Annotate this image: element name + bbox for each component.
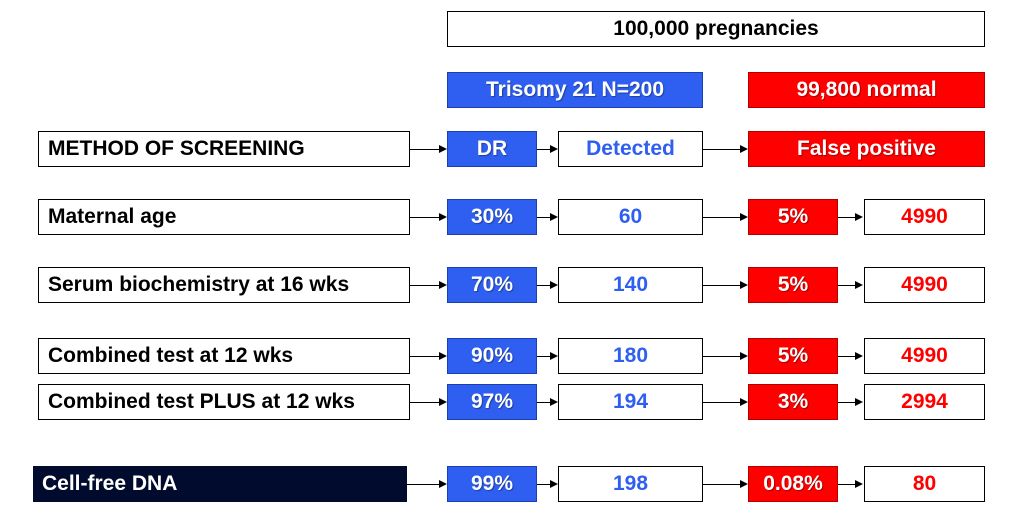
fpr-cell: 5% (748, 338, 838, 374)
arrow (703, 145, 748, 153)
dr-header: DR (447, 131, 537, 167)
arrow (410, 145, 447, 153)
dr-cell: 30% (447, 199, 537, 235)
arrow (410, 398, 447, 406)
trisomy-box: Trisomy 21 N=200 (447, 72, 703, 108)
arrow (703, 480, 748, 488)
fpr-cell: 5% (748, 267, 838, 303)
total-pregnancies-box: 100,000 pregnancies (447, 11, 985, 47)
arrow (410, 213, 447, 221)
fpr-cell: 3% (748, 384, 838, 420)
arrow (703, 281, 748, 289)
arrow (703, 398, 748, 406)
arrow (537, 352, 558, 360)
detected-cell: 140 (558, 267, 703, 303)
method-combined-test: Combined test at 12 wks (38, 338, 410, 374)
arrow (410, 352, 447, 360)
fp-count-cell: 2994 (864, 384, 985, 420)
normal-box: 99,800 normal (748, 72, 985, 108)
arrow (537, 145, 558, 153)
method-header: METHOD OF SCREENING (38, 131, 410, 167)
arrow (838, 480, 863, 488)
detected-cell: 198 (558, 466, 703, 502)
arrow (410, 281, 447, 289)
fp-count-cell: 4990 (864, 338, 985, 374)
arrow (537, 213, 558, 221)
method-serum-biochemistry: Serum biochemistry at 16 wks (38, 267, 410, 303)
detected-cell: 180 (558, 338, 703, 374)
fp-count-cell: 4990 (864, 267, 985, 303)
detected-cell: 194 (558, 384, 703, 420)
detected-header: Detected (558, 131, 703, 167)
fpr-cell: 5% (748, 199, 838, 235)
fpr-cell: 0.08% (748, 466, 838, 502)
arrow (838, 398, 863, 406)
method-combined-test-plus: Combined test PLUS at 12 wks (38, 384, 410, 420)
arrow (537, 480, 558, 488)
arrow (838, 213, 863, 221)
method-cell-free-dna: Cell-free DNA (33, 466, 407, 502)
false-positive-header: False positive (748, 131, 985, 167)
arrow (838, 352, 863, 360)
arrow (407, 480, 447, 488)
detected-cell: 60 (558, 199, 703, 235)
dr-cell: 99% (447, 466, 537, 502)
arrow (703, 352, 748, 360)
dr-cell: 90% (447, 338, 537, 374)
method-maternal-age: Maternal age (38, 199, 410, 235)
dr-cell: 97% (447, 384, 537, 420)
arrow (537, 281, 558, 289)
fp-count-cell: 80 (864, 466, 985, 502)
arrow (838, 281, 863, 289)
arrow (537, 398, 558, 406)
dr-cell: 70% (447, 267, 537, 303)
fp-count-cell: 4990 (864, 199, 985, 235)
arrow (703, 213, 748, 221)
